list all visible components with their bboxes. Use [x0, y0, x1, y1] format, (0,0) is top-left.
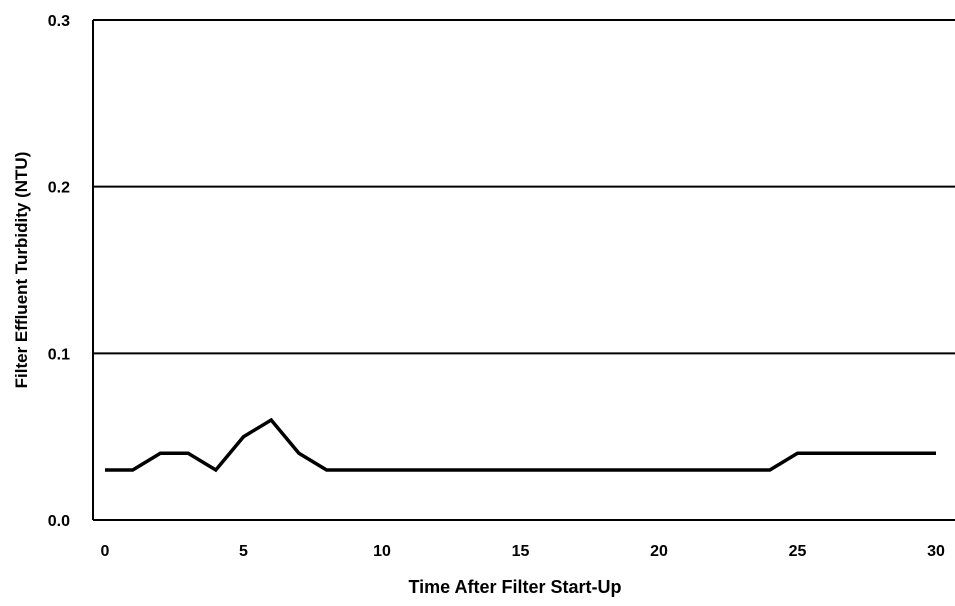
tick-labels: 0.0 0.1 0.2 0.3 0 5 10 15 20 25 30 [48, 13, 945, 560]
series-line-0 [105, 417, 936, 473]
gridlines [93, 19, 955, 355]
series-group [105, 417, 936, 473]
y-tick-label-3: 0.3 [48, 13, 70, 30]
x-tick-label-4: 20 [650, 543, 668, 560]
x-tick-label-0: 0 [101, 543, 110, 560]
x-tick-label-2: 10 [373, 543, 391, 560]
y-axis-title: Filter Effluent Turbidity (NTU) [12, 152, 31, 389]
y-tick-label-1: 0.1 [48, 346, 70, 363]
axes [92, 20, 955, 521]
x-tick-label-6: 30 [927, 543, 945, 560]
x-tick-label-3: 15 [512, 543, 530, 560]
y-tick-label-2: 0.2 [48, 180, 70, 197]
x-tick-label-5: 25 [789, 543, 807, 560]
x-axis-title: Time After Filter Start-Up [408, 577, 621, 597]
x-tick-label-1: 5 [239, 543, 248, 560]
y-tick-label-0: 0.0 [48, 513, 70, 530]
